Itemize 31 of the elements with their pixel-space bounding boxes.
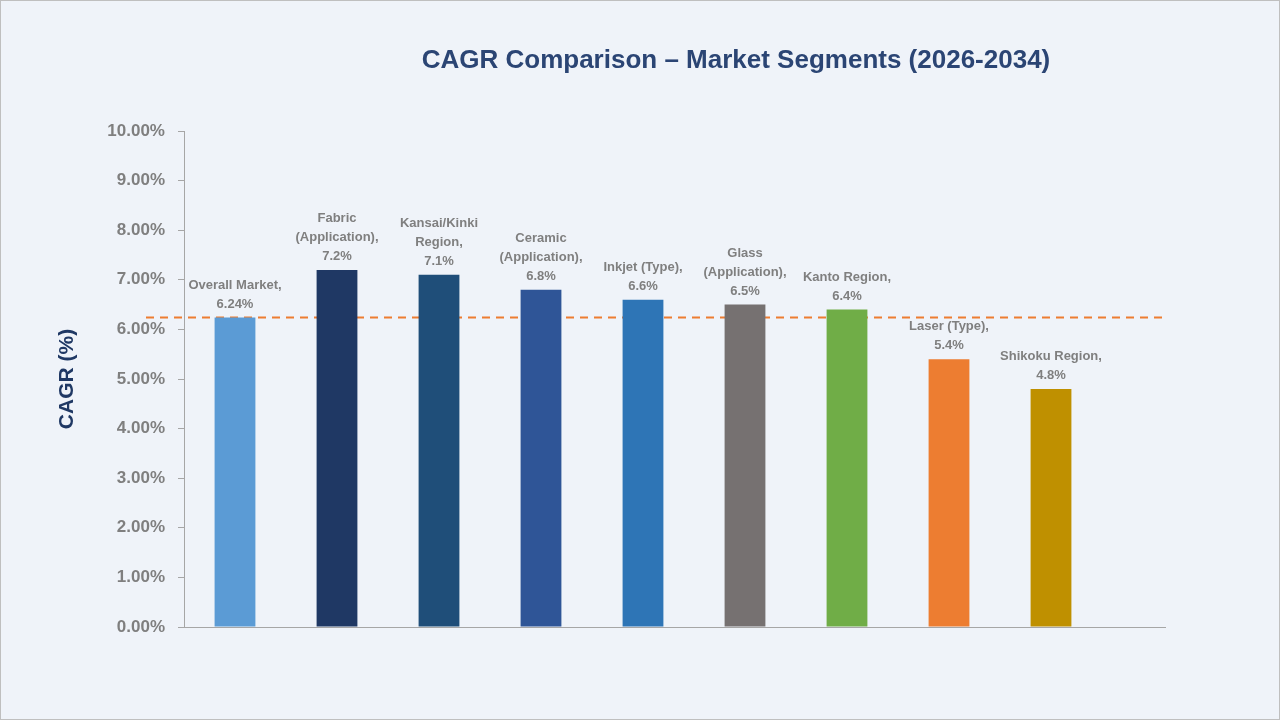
y-tick-label: 5.00%	[116, 368, 165, 388]
bar	[214, 317, 256, 627]
data-label: Fabric (Application), 7.2%	[295, 209, 379, 263]
bar	[418, 274, 460, 627]
y-tick-label: 10.00%	[107, 120, 165, 140]
data-label: Shikoku Region, 4.8%	[1000, 348, 1102, 382]
bar	[1030, 388, 1072, 627]
y-tick-label: 4.00%	[116, 418, 165, 438]
data-label: Kanto Region, 6.4%	[802, 268, 892, 303]
y-tick-label: 3.00%	[116, 467, 165, 487]
bar	[622, 299, 664, 627]
bar	[316, 269, 358, 627]
data-label: Glass (Application), 6.5%	[703, 244, 787, 298]
y-tick-label: 2.00%	[116, 517, 165, 537]
y-tick-label: 6.00%	[116, 319, 165, 339]
y-tick-label: 7.00%	[116, 269, 165, 289]
data-label: Kansai/Kinki Region, 7.1%	[399, 214, 479, 268]
bar	[520, 289, 562, 627]
y-tick-label: 9.00%	[116, 170, 165, 190]
y-tick-label: 0.00%	[116, 616, 165, 636]
chart-title: CAGR Comparison – Market Segments (2026-2034)	[420, 44, 1052, 75]
data-label: Inkjet (Type), 6.6%	[603, 258, 683, 293]
data-label: Ceramic (Application), 6.8%	[499, 229, 583, 283]
bar	[826, 309, 868, 627]
y-tick-label: 8.00%	[116, 219, 165, 239]
data-label: Overall Market, 6.24%	[188, 276, 282, 311]
y-axis-title: CAGR (%)	[54, 328, 78, 430]
y-tick-label: 1.00%	[116, 567, 165, 587]
data-label: Laser (Type), 5.4%	[909, 318, 989, 353]
bar	[928, 359, 970, 627]
bar	[724, 304, 766, 627]
